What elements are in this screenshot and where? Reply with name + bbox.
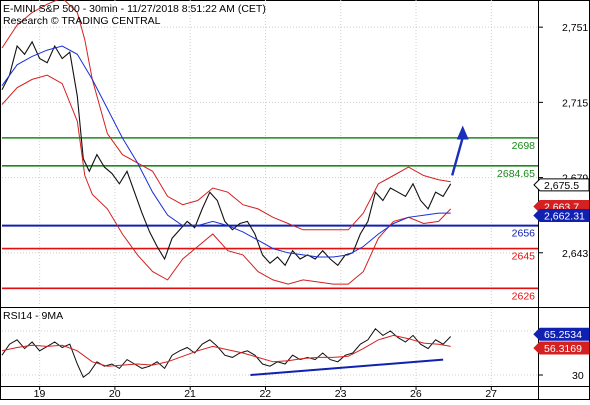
series-layer: [1, 0, 452, 378]
price-series-bollinger_lower: [1, 74, 452, 285]
x-tick-label: 23: [335, 388, 347, 400]
x-tick-label: 22: [259, 388, 271, 400]
rsi-value-tag-rsi_ma: 56.3169: [533, 341, 590, 355]
forecast-arrow-shaft: [451, 137, 464, 176]
price-series-moving_average: [1, 45, 451, 258]
rsi-value-tag-rsi_ma-text: 56.3169: [544, 343, 582, 355]
header-layer: E-MINI S&P 500 - 30min - 11/27/2018 8:51…: [3, 3, 266, 27]
price-series-price: [1, 40, 452, 267]
last-price-tag-bg: [533, 178, 590, 192]
level-label-2698: 2698: [512, 140, 536, 152]
rsi-value-tag-rsi_ma-bg: [533, 341, 590, 355]
x-tick-label: 27: [485, 388, 497, 400]
x-tick-label: 26: [410, 388, 422, 400]
price-series-bollinger_upper: [1, 0, 451, 231]
price-y-tick-label: 2,643: [562, 248, 588, 260]
x-tick-label: 19: [34, 388, 46, 400]
price-y-tick-label: 2,751: [562, 22, 588, 34]
level-label-2656: 2656: [512, 228, 536, 240]
indicator-tag-moving_average-bg: [533, 208, 590, 222]
level-label-2684-65: 2684.65: [497, 168, 535, 180]
chart-subtitle: Research © TRADING CENTRAL: [3, 15, 161, 27]
grid-layer: [2, 0, 543, 390]
x-tick-label: 20: [109, 388, 121, 400]
level-label-2645: 2645: [512, 251, 536, 263]
annotation-layer: [250, 125, 469, 376]
indicator-tag-moving_average-text: 2,662.31: [544, 210, 585, 222]
rsi-panel-title: RSI14 - 9MA: [3, 310, 63, 322]
price-y-tick-label: 2,715: [562, 97, 588, 109]
indicator-tag-moving_average: 2,662.31: [533, 208, 590, 222]
rsi-value-tag-rsi-bg: [533, 327, 590, 341]
level-label-2626: 2626: [512, 290, 536, 302]
last-price-tag-text: 2,675.5: [544, 180, 579, 192]
forecast-arrow-head: [456, 125, 469, 140]
rsi-series-rsi_ma: [1, 334, 451, 367]
last-price-tag: 2,675.5: [533, 178, 590, 192]
x-tick-label: 21: [184, 388, 196, 400]
chart-title: E-MINI S&P 500 - 30min - 11/27/2018 8:51…: [3, 3, 266, 15]
rsi-value-tag-rsi-text: 65.2534: [544, 329, 582, 341]
rsi-trendline: [250, 358, 444, 376]
rsi-series-rsi: [1, 328, 452, 378]
rsi-y-tick-label: 30: [572, 370, 584, 382]
rsi-value-tag-rsi: 65.2534: [533, 327, 590, 341]
label-layer: 192021222326272,6432,6792,7152,751307026…: [3, 22, 590, 400]
